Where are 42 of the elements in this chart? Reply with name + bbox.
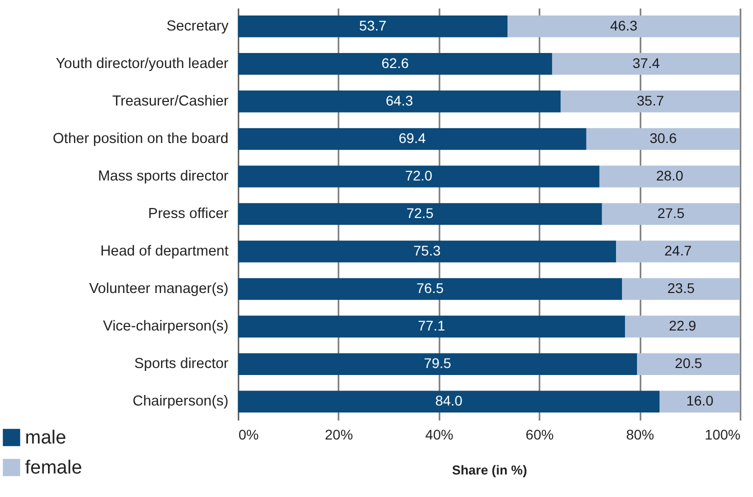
legend-label: female xyxy=(25,458,82,478)
data-label: 23.5 xyxy=(667,280,695,296)
x-tick-label: 80% xyxy=(626,426,654,442)
y-tick-label: Volunteer manager(s) xyxy=(89,281,228,298)
data-label: 35.7 xyxy=(636,92,664,108)
x-tick-label: 40% xyxy=(425,426,454,442)
data-label: 62.6 xyxy=(382,54,409,71)
x-tick-label: 0% xyxy=(238,426,259,442)
y-tick-label: Head of department xyxy=(100,244,228,260)
data-label: 46.3 xyxy=(610,17,638,34)
y-tick-label: Youth director/youth leader xyxy=(56,56,229,72)
data-label: 72.5 xyxy=(406,205,434,221)
data-label: 75.3 xyxy=(413,242,441,259)
y-tick-label: Chairperson(s) xyxy=(132,394,228,410)
legend-label: male xyxy=(25,428,66,448)
data-label: 64.3 xyxy=(386,92,414,108)
data-label: 24.7 xyxy=(664,242,692,259)
x-tick-label: 100% xyxy=(704,426,740,442)
data-label: 69.4 xyxy=(398,130,426,146)
data-label: 16.0 xyxy=(686,392,714,409)
data-label: 53.7 xyxy=(359,17,387,34)
data-label: 30.6 xyxy=(650,130,678,146)
data-label: 72.0 xyxy=(405,167,433,184)
data-label: 79.5 xyxy=(424,355,452,372)
x-tick-label: 60% xyxy=(526,426,554,442)
x-tick-label: 20% xyxy=(324,426,353,442)
y-tick-label: Mass sports director xyxy=(98,168,229,184)
data-label: 84.0 xyxy=(435,392,463,409)
data-label: 37.4 xyxy=(632,54,660,71)
data-label: 76.5 xyxy=(416,280,444,296)
y-tick-label: Press officer xyxy=(148,206,229,222)
data-label: 27.5 xyxy=(657,205,685,221)
x-axis-title: Share (in %) xyxy=(452,462,528,478)
y-tick-label: Secretary xyxy=(166,18,230,34)
data-label: 20.5 xyxy=(674,355,702,372)
data-label: 77.1 xyxy=(418,318,446,334)
y-tick-label: Vice-chairperson(s) xyxy=(103,318,228,335)
data-label: 22.9 xyxy=(668,318,696,334)
y-tick-label: Other position on the board xyxy=(52,130,228,147)
data-label: 28.0 xyxy=(656,167,684,184)
y-tick-label: Sports director xyxy=(134,356,229,372)
y-tick-label: Treasurer/Cashier xyxy=(112,93,229,110)
